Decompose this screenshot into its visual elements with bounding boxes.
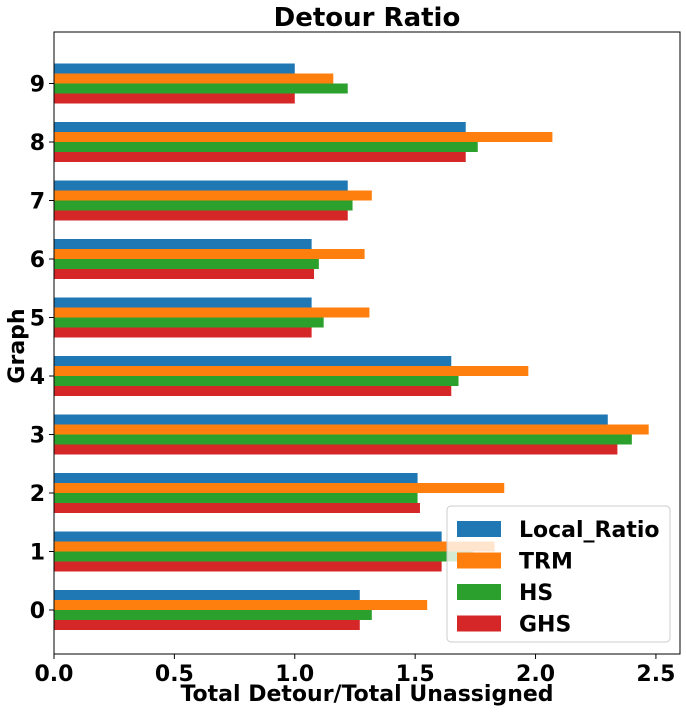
bar-hs-graph-2 [54, 493, 418, 503]
y-tick-label: 6 [30, 248, 45, 273]
y-tick-label: 0 [30, 599, 45, 624]
y-tick-label: 4 [30, 365, 45, 390]
legend-box [446, 505, 671, 643]
bar-ghs-graph-4 [54, 386, 452, 396]
bars-layer [54, 63, 649, 630]
plot-frame [53, 31, 681, 655]
legend-swatch-hs [457, 584, 501, 600]
bar-hs-graph-0 [54, 610, 372, 620]
bar-trm-graph-1 [54, 541, 495, 552]
axes-layer: 0 1 2 3 4 5 6 7 8 9 0.0 0.5 1.0 1.5 2.0 2.5 [30, 73, 676, 688]
y-tick-label: 5 [30, 307, 45, 332]
x-tick-label: 1.5 [396, 662, 435, 687]
y-tick-label: 9 [30, 73, 45, 98]
bar-local_ratio-graph-0 [54, 590, 360, 600]
bar-trm-graph-9 [54, 73, 334, 84]
bar-ghs-graph-1 [54, 561, 442, 572]
x-tick-label: 2.5 [636, 662, 675, 687]
bar-hs-graph-4 [54, 376, 459, 386]
bar-local_ratio-graph-2 [54, 473, 418, 483]
y-tick-label: 7 [30, 190, 45, 215]
bar-hs-graph-8 [54, 142, 478, 152]
bar-hs-graph-5 [54, 317, 324, 328]
legend: Local_Ratio TRM HS GHS [446, 505, 671, 643]
y-tick-label: 1 [30, 541, 45, 566]
legend-label-local_ratio: Local_Ratio [519, 518, 660, 543]
bar-ghs-graph-2 [54, 503, 420, 513]
bar-ghs-graph-3 [54, 444, 618, 455]
legend-label-hs: HS [519, 581, 553, 606]
bar-trm-graph-7 [54, 190, 372, 201]
x-tick-label: 0.0 [35, 662, 74, 687]
bar-local_ratio-graph-3 [54, 414, 608, 425]
y-tick-label: 8 [30, 131, 45, 156]
bar-trm-graph-3 [54, 424, 649, 435]
legend-label-trm: TRM [519, 550, 573, 575]
bar-hs-graph-1 [54, 551, 473, 562]
x-tick-label: 2.0 [516, 662, 555, 687]
y-tick-label: 2 [30, 482, 45, 507]
legend-swatch-local_ratio [457, 521, 501, 537]
bar-hs-graph-9 [54, 83, 348, 94]
bar-trm-graph-2 [54, 483, 505, 493]
bar-local_ratio-graph-7 [54, 180, 348, 191]
chart-title: Detour Ratio [274, 3, 461, 33]
bar-ghs-graph-8 [54, 152, 466, 162]
bar-trm-graph-8 [54, 132, 553, 142]
x-tick-label: 0.5 [155, 662, 194, 687]
bar-local_ratio-graph-9 [54, 63, 295, 74]
y-tick-label: 3 [30, 424, 45, 449]
bar-local_ratio-graph-8 [54, 122, 466, 132]
bar-trm-graph-4 [54, 366, 529, 376]
bar-local_ratio-graph-4 [54, 356, 452, 366]
legend-label-ghs: GHS [519, 613, 571, 638]
x-tick-label: 1.0 [275, 662, 314, 687]
bar-trm-graph-6 [54, 249, 365, 259]
bar-local_ratio-graph-5 [54, 297, 312, 308]
legend-swatch-trm [457, 552, 501, 569]
legend-swatch-ghs [457, 615, 501, 632]
bar-ghs-graph-0 [54, 620, 360, 630]
bar-ghs-graph-9 [54, 93, 295, 104]
bar-local_ratio-graph-1 [54, 531, 442, 542]
bar-ghs-graph-6 [54, 269, 315, 279]
bar-hs-graph-7 [54, 200, 353, 211]
bar-trm-graph-5 [54, 307, 370, 318]
bar-hs-graph-6 [54, 259, 319, 269]
x-axis-label: Total Detour/Total Unassigned [180, 682, 553, 707]
bar-trm-graph-0 [54, 600, 428, 610]
bar-ghs-graph-5 [54, 327, 312, 338]
bar-hs-graph-3 [54, 434, 632, 445]
bar-local_ratio-graph-6 [54, 239, 312, 249]
bar-ghs-graph-7 [54, 210, 348, 221]
y-axis-label: Graph [5, 308, 30, 383]
